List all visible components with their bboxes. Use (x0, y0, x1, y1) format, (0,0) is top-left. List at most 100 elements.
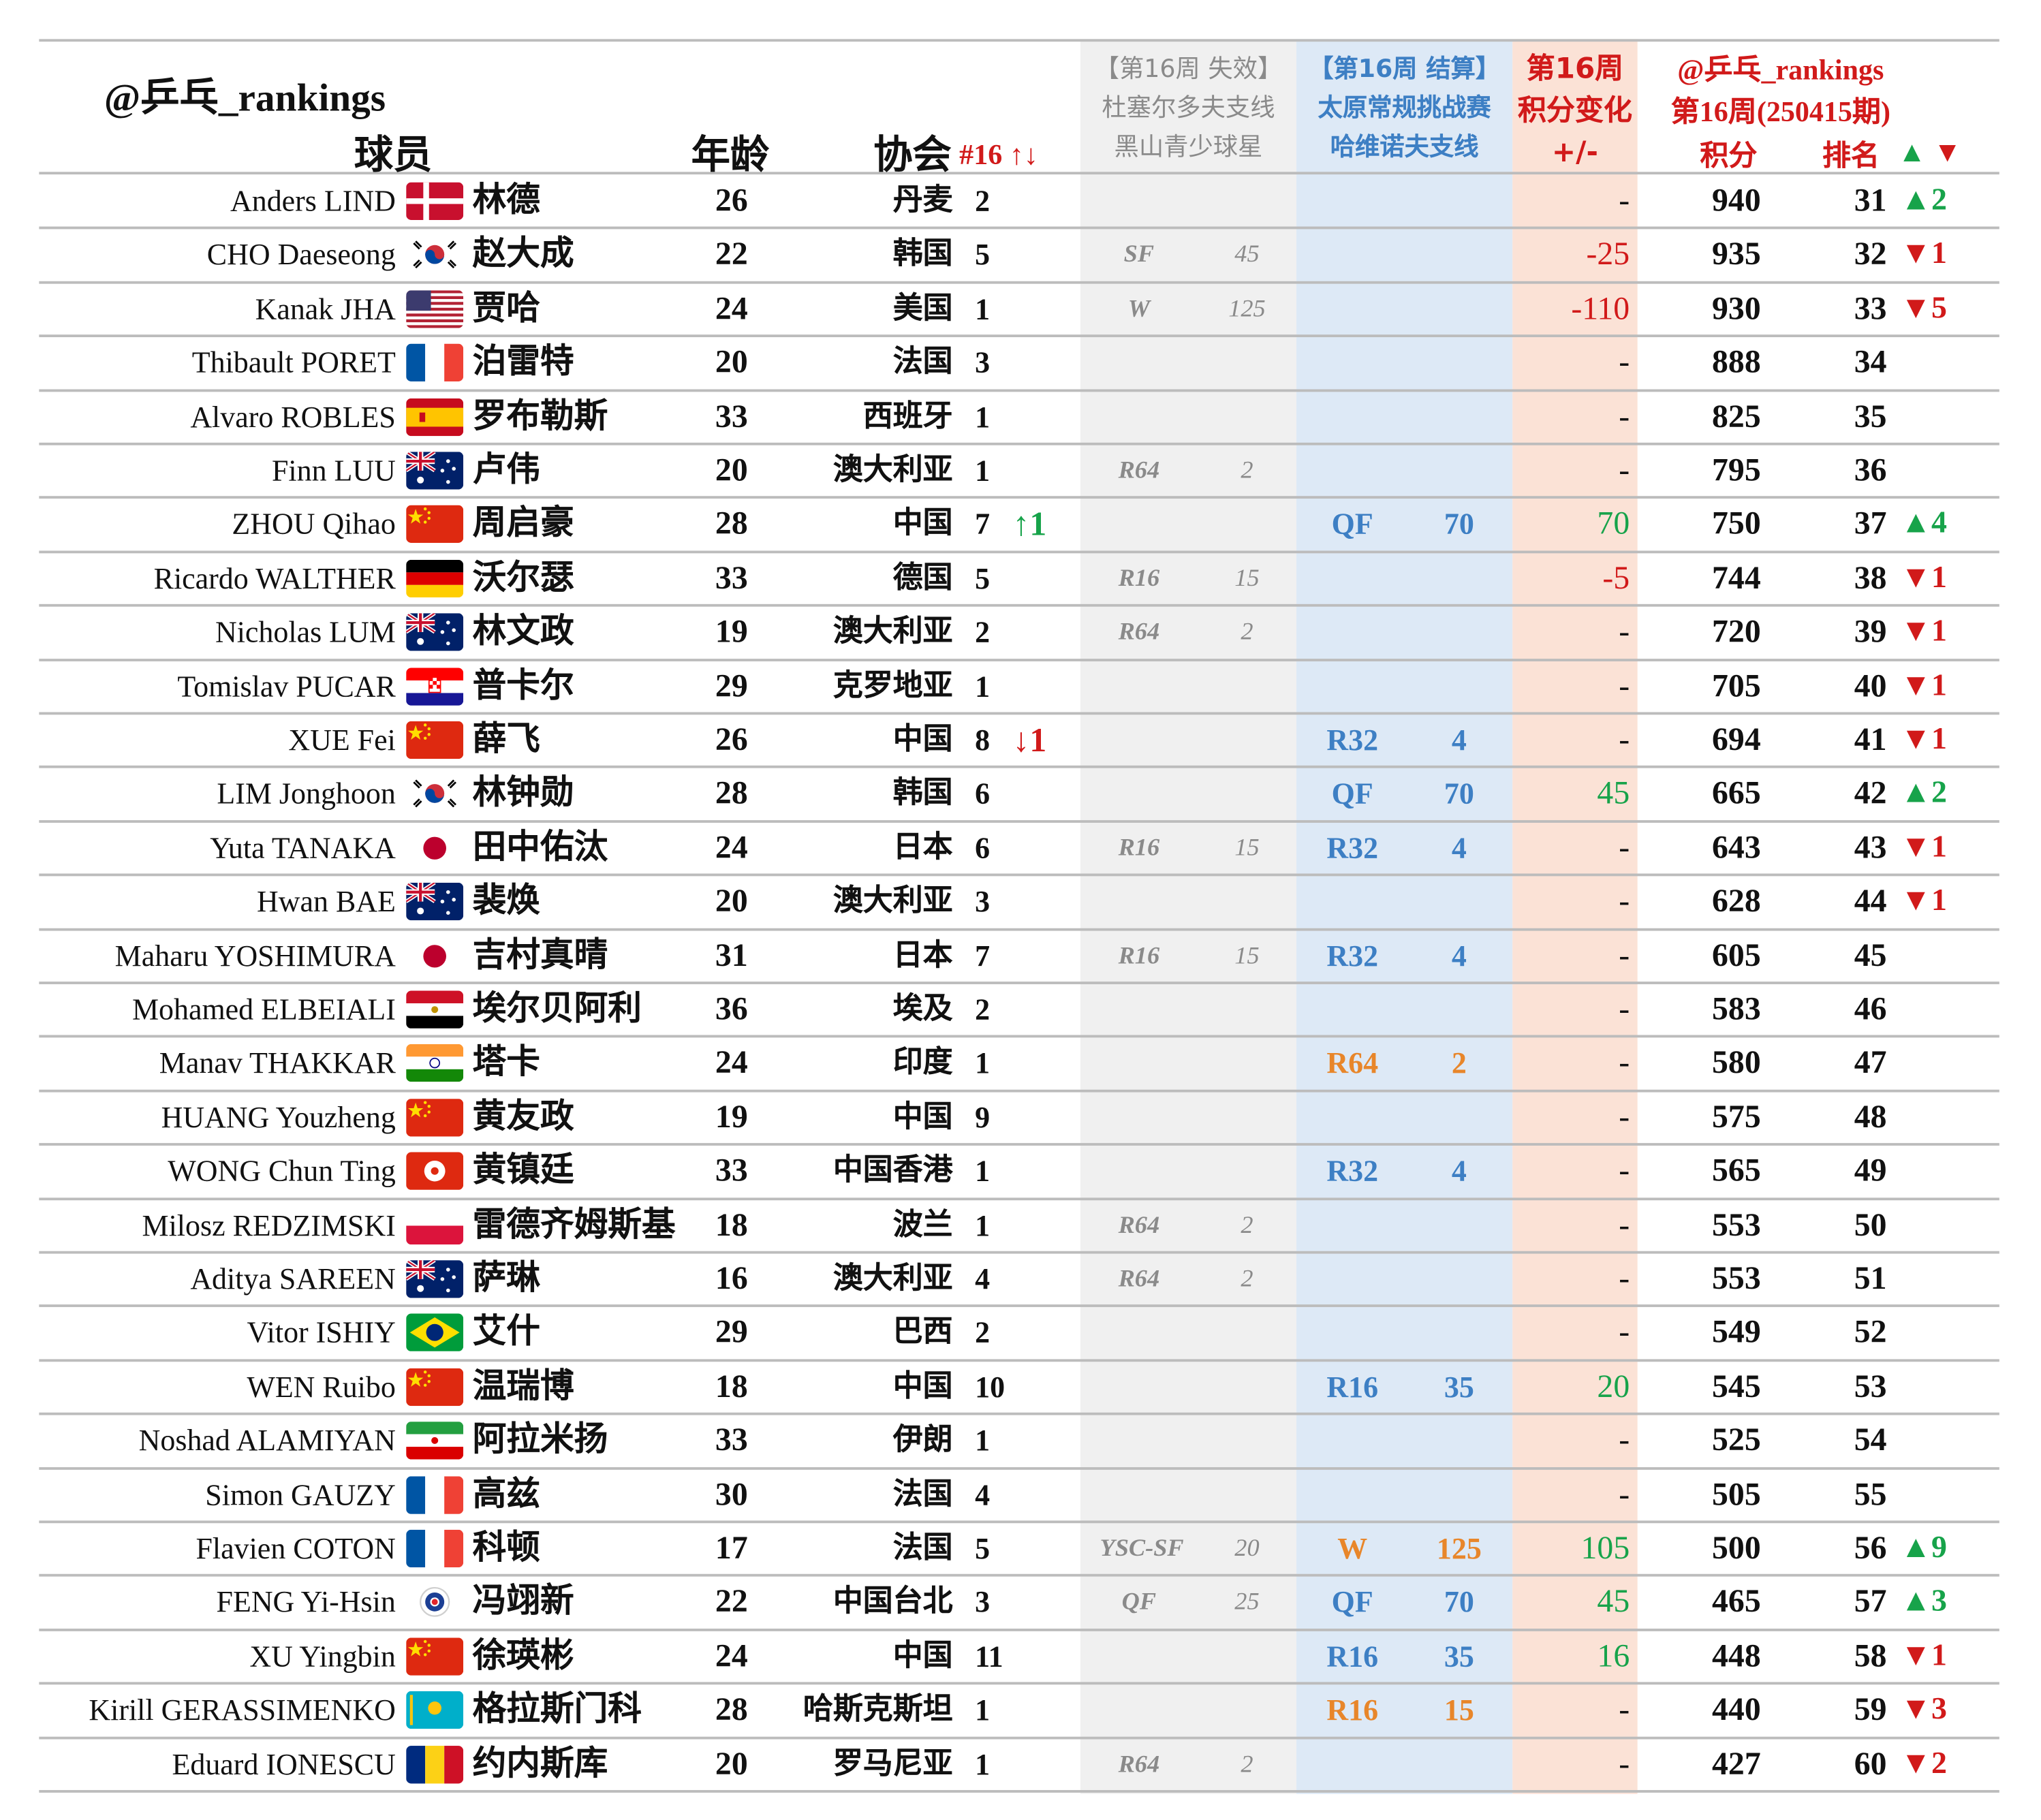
settled-round: QF (1331, 777, 1373, 811)
expired-round: R16 (1118, 565, 1160, 593)
player-age: 17 (715, 1531, 748, 1567)
player-age: 33 (715, 1423, 748, 1459)
national-rank: 4 (975, 1478, 991, 1511)
row-divider (39, 1520, 1999, 1524)
row-divider (39, 1089, 1999, 1093)
national-rank: 2 (975, 185, 991, 218)
points-change: - (1619, 453, 1630, 488)
national-rank: 1 (975, 1047, 991, 1080)
world-rank: 59 (1854, 1693, 1887, 1728)
expired-points-column-band (1080, 39, 1297, 1794)
account-handle: @乒乓_rankings (104, 76, 386, 120)
player-name-cn: 裴焕 (472, 881, 540, 921)
row-divider (39, 927, 1999, 930)
national-rank-change: ↓1 (1012, 721, 1047, 759)
national-rank: 1 (975, 1748, 991, 1780)
player-name-en: Thibault PORET (191, 346, 396, 379)
ranking-points: 628 (1712, 884, 1761, 920)
france-flag (406, 1529, 464, 1568)
change-header-week: 第16周 (1526, 53, 1624, 87)
player-name-en: Tomislav PUCAR (177, 670, 396, 703)
player-name-en: ZHOU Qihao (232, 508, 396, 541)
kazakhstan-flag (406, 1691, 464, 1729)
player-age: 24 (715, 291, 748, 327)
national-rank: 5 (975, 562, 991, 595)
world-rank: 42 (1854, 776, 1887, 812)
ranking-points: 583 (1712, 992, 1761, 1028)
player-name-cn: 高兹 (472, 1474, 540, 1514)
korea-flag (406, 774, 464, 813)
expired-round: R64 (1118, 456, 1160, 485)
row-divider (39, 1413, 1999, 1415)
china-flag (406, 505, 464, 544)
world-rank-change: ▼1 (1900, 830, 1947, 864)
column-header-age: 年龄 (691, 132, 770, 178)
denmark-flag (406, 182, 464, 221)
player-association: 中国 (892, 1099, 953, 1134)
player-association: 巴西 (892, 1315, 953, 1349)
world-rank: 58 (1854, 1638, 1887, 1674)
expired-points: 2 (1241, 1265, 1253, 1293)
world-rank-change: ▼1 (1900, 614, 1947, 649)
row-divider (39, 1682, 1999, 1685)
ranking-points: 744 (1712, 561, 1761, 596)
china-flag (406, 721, 464, 759)
world-rank-change: ▼1 (1900, 561, 1947, 595)
player-name-cn: 约内斯库 (472, 1744, 608, 1783)
world-rank-change: ▼1 (1900, 722, 1947, 757)
settled-points: 4 (1451, 939, 1467, 972)
row-divider (39, 1736, 1999, 1739)
world-rank: 53 (1854, 1369, 1887, 1405)
world-rank-change: ▼1 (1900, 884, 1947, 918)
world-rank-change: ▼1 (1900, 668, 1947, 703)
row-divider (39, 1197, 1999, 1200)
points-change: - (1619, 830, 1630, 866)
column-header-rank: 排名 (1822, 140, 1880, 174)
ranking-points: 549 (1712, 1315, 1761, 1351)
player-age: 26 (715, 722, 748, 758)
player-association: 伊朗 (892, 1423, 953, 1458)
points-change: - (1619, 1261, 1630, 1297)
player-age: 24 (715, 1046, 748, 1082)
points-change: - (1619, 938, 1630, 973)
world-rank: 46 (1854, 992, 1887, 1028)
table-row: Kirill GERASSIMENKO 格拉斯门科 28 哈斯克斯坦 1 R16 15 - 44… (0, 1684, 2041, 1738)
table-row: Kanak JHA 贾哈 24 美国 1 W 125 -110 930 33 ▼5 (0, 282, 2041, 336)
ranking-points: 795 (1712, 453, 1761, 488)
table-row: Hwan BAE 裴焕 20 澳大利亚 3 - 628 44 ▼1 (0, 875, 2041, 929)
player-name-cn: 周启豪 (472, 504, 574, 544)
expired-points: 20 (1234, 1535, 1260, 1563)
national-rank: 1 (975, 400, 991, 433)
national-rank: 3 (975, 346, 991, 379)
row-divider (39, 1628, 1999, 1631)
column-header-association: 协会 (873, 132, 952, 178)
player-name-en: Ricardo WALTHER (153, 562, 396, 595)
row-divider (39, 227, 1999, 230)
table-row: Noshad ALAMIYAN 阿拉米扬 33 伊朗 1 - 525 54 (0, 1414, 2041, 1468)
national-rank: 7 (975, 939, 991, 972)
settled-header-title: 【第16周 结算】 (1309, 54, 1501, 84)
ranking-points: 427 (1712, 1746, 1761, 1782)
player-name-en: Hwan BAE (257, 885, 396, 918)
column-header-rank-movement: ▲ ▼ (1898, 136, 1962, 170)
row-divider (39, 658, 1999, 661)
player-age: 28 (715, 507, 748, 542)
ranking-points: 888 (1712, 345, 1761, 381)
table-row: Anders LIND 林德 26 丹麦 2 - 940 31 ▲2 (0, 174, 2041, 228)
table-row: CHO Daeseong 赵大成 22 韩国 5 SF 45 -25 935 32 ▼1 (0, 228, 2041, 282)
world-rank: 54 (1854, 1423, 1887, 1459)
table-row: XUE Fei 薛飞 26 中国 8 ↓1 R32 4 - 694 41 ▼1 (0, 713, 2041, 767)
player-age: 18 (715, 1207, 748, 1243)
table-row: ZHOU Qihao 周启豪 28 中国 7 ↑1 QF 70 70 750 37 ▲4 (0, 498, 2041, 552)
table-row: Nicholas LUM 林文政 19 澳大利亚 2 R64 2 - 720 39 ▼1 (0, 606, 2041, 659)
player-association: 中国台北 (832, 1584, 953, 1619)
brazil-flag (406, 1314, 464, 1352)
row-divider (39, 1466, 1999, 1470)
row-divider (39, 388, 1999, 392)
ranking-points: 525 (1712, 1423, 1761, 1459)
ranking-points: 575 (1712, 1099, 1761, 1135)
expired-round: R16 (1118, 942, 1160, 970)
table-row: Alvaro ROBLES 罗布勒斯 33 西班牙 1 - 825 35 (0, 390, 2041, 444)
row-divider (39, 1790, 1999, 1793)
japan-flag (406, 937, 464, 975)
